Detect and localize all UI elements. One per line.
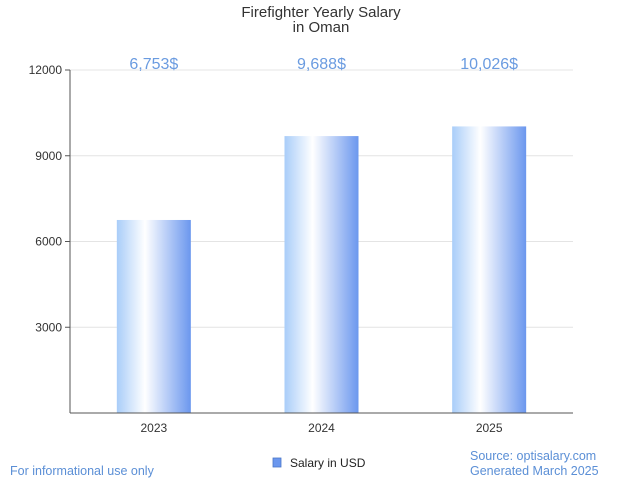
data-label-2023: 6,753$ <box>129 56 178 73</box>
x-tick-label: 2025 <box>476 421 503 435</box>
y-tick-label: 3000 <box>35 320 62 334</box>
bar-2025[interactable] <box>452 126 527 414</box>
y-tick-label: 9000 <box>35 149 62 163</box>
source-text: Source: optisalary.com <box>470 449 596 463</box>
legend-label: Salary in USD <box>290 456 366 470</box>
legend[interactable]: Salary in USD <box>272 456 366 470</box>
x-tick-label: 2023 <box>140 421 167 435</box>
bar-series <box>116 126 527 414</box>
data-labels: 6,753$ 9,688$ 10,026$ <box>129 56 518 73</box>
y-axis-ticks: 3000 6000 9000 12000 <box>29 63 70 334</box>
y-tick-label: 6000 <box>35 235 62 249</box>
legend-swatch <box>272 457 282 468</box>
data-label-2024: 9,688$ <box>297 56 346 73</box>
y-tick-label: 12000 <box>29 63 63 77</box>
data-label-2025: 10,026$ <box>460 56 518 73</box>
chart-subtitle: in Oman <box>293 19 350 36</box>
bar-2023[interactable] <box>116 219 191 413</box>
chart-title: Firefighter Yearly Salary <box>241 4 401 21</box>
x-tick-label: 2024 <box>308 421 335 435</box>
bar-2024[interactable] <box>284 136 359 414</box>
generated-text: Generated March 2025 <box>470 464 599 478</box>
x-axis-ticks: 2023 2024 2025 <box>140 421 502 435</box>
informational-note: For informational use only <box>10 464 155 478</box>
